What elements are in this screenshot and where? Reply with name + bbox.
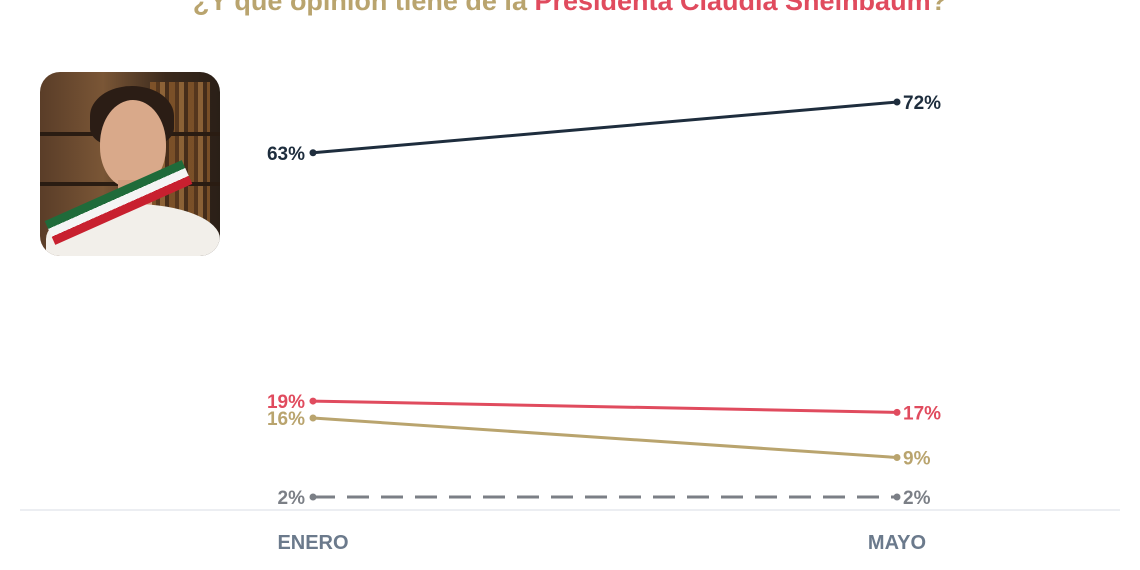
data-label: 9% — [903, 449, 931, 470]
data-point — [893, 98, 901, 106]
x-tick-label: MAYO — [868, 532, 926, 554]
data-label: 16% — [267, 409, 305, 430]
data-point — [893, 408, 901, 416]
data-label: 72% — [903, 93, 941, 114]
data-label: 17% — [903, 403, 941, 424]
x-tick-label: ENERO — [277, 532, 348, 554]
president-photo — [40, 72, 220, 256]
data-label: 2% — [903, 488, 931, 509]
data-point — [309, 493, 317, 501]
data-point — [309, 414, 317, 422]
series-line — [312, 399, 898, 414]
data-label: 19% — [267, 392, 305, 413]
series-line — [312, 416, 898, 459]
title-highlight: Presidenta Claudia Sheinbaum — [534, 0, 931, 16]
title-prefix: ¿Y qué opinión tiene de la — [192, 0, 535, 16]
data-point — [893, 493, 901, 501]
data-label: 2% — [278, 488, 306, 509]
series-line — [312, 100, 898, 155]
data-point — [309, 397, 317, 405]
data-point — [309, 149, 317, 157]
data-label: 63% — [267, 144, 305, 165]
chart-title: ¿Y qué opinión tiene de la Presidenta Cl… — [0, 0, 1140, 17]
title-suffix: ? — [930, 0, 948, 16]
data-point — [893, 454, 901, 461]
